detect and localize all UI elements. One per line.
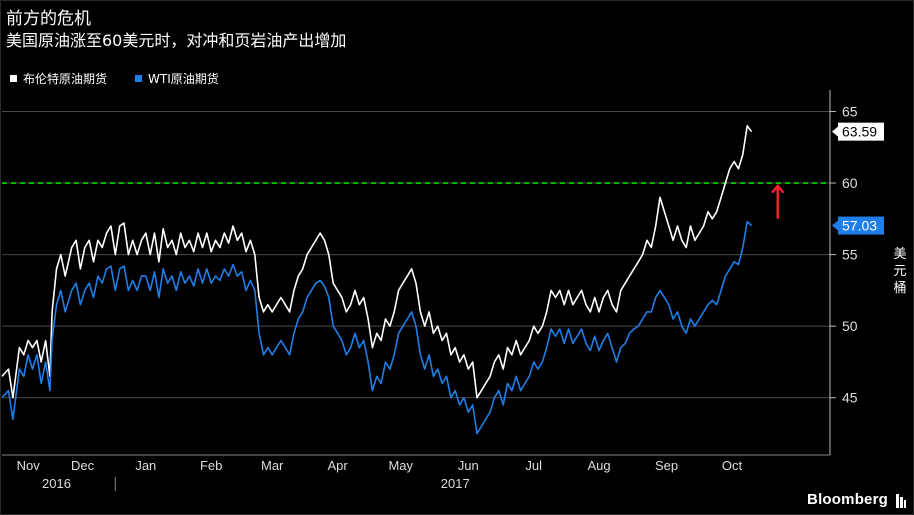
y-axis-label-char: 元 — [893, 264, 906, 279]
x-tick-label-Sep: Sep — [655, 458, 678, 473]
x-tick-label-Nov: Nov — [17, 458, 41, 473]
series-line-wti — [1, 220, 753, 435]
y-tick-label-60: 60 — [842, 175, 858, 191]
x-tick-label-Oct: Oct — [722, 458, 743, 473]
series-line-brent — [1, 125, 753, 399]
x-tick-label-Feb: Feb — [200, 458, 222, 473]
last-value-box-wti — [838, 216, 884, 235]
y-tick-label-55: 55 — [842, 247, 858, 263]
chart-subtitle: 美国原油涨至60美元时，对冲和页岩油产出增加 — [6, 31, 347, 50]
year-label-2016: 2016 — [42, 476, 71, 491]
last-value-label-brent: 63.59 — [842, 124, 877, 140]
legend-label-wti: WTI原油期货 — [148, 72, 219, 86]
year-label-2017: 2017 — [441, 476, 470, 491]
x-tick-label-Apr: Apr — [327, 458, 348, 473]
x-tick-label-Dec: Dec — [71, 458, 95, 473]
chart-title: 前方的危机 — [6, 9, 91, 29]
legend-item-brent: 布伦特原油期货 — [10, 70, 107, 87]
y-tick-label-50: 50 — [842, 318, 858, 334]
bloomberg-mark-icon — [896, 494, 906, 508]
y-axis-label-char: 美 — [893, 247, 906, 262]
legend-swatch-brent — [10, 75, 17, 82]
legend-item-wti: WTI原油期货 — [135, 70, 219, 87]
legend-label-brent: 布伦特原油期货 — [23, 72, 108, 86]
x-tick-label-Jun: Jun — [458, 458, 479, 473]
legend: 布伦特原油期货 WTI原油期货 — [10, 70, 219, 87]
x-tick-label-May: May — [388, 458, 413, 473]
x-tick-label-Jul: Jul — [525, 458, 542, 473]
y-axis-label-char: 桶 — [893, 281, 906, 296]
legend-swatch-wti — [135, 75, 143, 82]
last-value-box-brent — [838, 122, 884, 141]
annotation-arrow-head — [771, 184, 784, 194]
y-tick-label-65: 65 — [842, 103, 858, 119]
last-value-label-wti: 57.03 — [842, 218, 877, 234]
x-tick-label-Jan: Jan — [135, 458, 156, 473]
last-value-pointer-brent — [832, 126, 838, 137]
bloomberg-logo: Bloomberg — [807, 491, 888, 508]
last-value-pointer-wti — [832, 220, 838, 231]
x-tick-label-Aug: Aug — [587, 458, 610, 473]
x-tick-label-Mar: Mar — [261, 458, 284, 473]
y-tick-label-45: 45 — [842, 390, 858, 406]
